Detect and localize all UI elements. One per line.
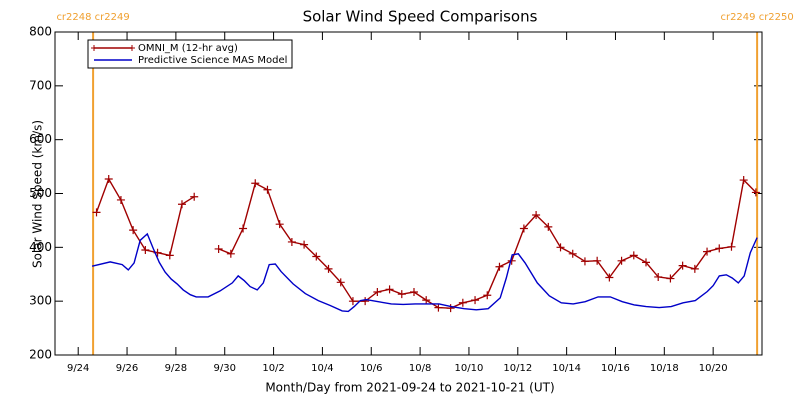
x-tick-label: 10/12 xyxy=(503,363,532,374)
point-marker xyxy=(348,297,357,306)
plot-frame xyxy=(54,31,763,356)
point-marker xyxy=(666,274,675,283)
series-line xyxy=(95,177,757,309)
point-marker xyxy=(361,297,370,306)
legend-marker xyxy=(91,45,97,51)
point-marker xyxy=(568,249,577,258)
y-tick-label: 800 xyxy=(29,25,52,39)
boundary-label: cr2249 cr2250 xyxy=(720,12,793,23)
legend-label: Predictive Science MAS Model xyxy=(138,55,287,66)
x-tick-label: 10/6 xyxy=(360,363,382,374)
y-tick-label: 500 xyxy=(29,186,52,200)
point-marker xyxy=(641,258,650,267)
point-marker xyxy=(177,200,186,209)
y-tick-label: 600 xyxy=(29,132,52,146)
point-marker xyxy=(654,272,663,281)
legend-marker xyxy=(129,45,135,51)
point-marker xyxy=(129,226,138,235)
point-marker xyxy=(165,251,174,260)
point-marker xyxy=(715,244,724,253)
point-marker xyxy=(483,291,492,300)
chart-title: Solar Wind Speed Comparisons xyxy=(303,8,538,26)
point-marker xyxy=(422,296,431,305)
x-tick-label: 10/8 xyxy=(409,363,431,374)
point-marker xyxy=(727,242,736,251)
y-axis-label: Solar Wind Speed (km/s) xyxy=(31,120,45,268)
point-marker xyxy=(190,192,199,201)
point-marker xyxy=(617,256,626,265)
x-tick-label: 9/30 xyxy=(213,363,235,374)
point-marker xyxy=(703,247,712,256)
y-tick-label: 400 xyxy=(29,240,52,254)
point-marker xyxy=(214,244,223,253)
series-line xyxy=(91,232,758,313)
point-marker xyxy=(471,296,480,305)
point-marker xyxy=(226,249,235,258)
point-marker xyxy=(751,188,760,197)
x-axis-label: Month/Day from 2021-09-24 to 2021-10-21 … xyxy=(265,381,554,395)
x-tick-label: 10/14 xyxy=(552,363,581,374)
point-marker xyxy=(251,179,260,188)
point-marker xyxy=(495,262,504,271)
point-marker xyxy=(519,224,528,233)
x-tick-label: 10/16 xyxy=(601,363,630,374)
point-marker xyxy=(532,211,541,220)
point-marker xyxy=(263,185,272,194)
point-marker xyxy=(300,240,309,249)
point-marker xyxy=(104,174,113,183)
point-marker xyxy=(434,303,443,312)
point-marker xyxy=(690,264,699,273)
point-marker xyxy=(116,195,125,204)
point-marker xyxy=(336,278,345,287)
point-marker xyxy=(397,290,406,299)
x-tick-label: 10/4 xyxy=(311,363,333,374)
point-marker xyxy=(275,220,284,229)
point-marker xyxy=(446,304,455,313)
x-tick-label: 10/10 xyxy=(455,363,484,374)
x-tick-label: 9/26 xyxy=(116,363,138,374)
point-marker xyxy=(409,288,418,297)
point-marker xyxy=(92,208,101,217)
point-marker xyxy=(739,176,748,185)
x-tick-label: 10/18 xyxy=(650,363,679,374)
legend-box xyxy=(87,39,293,69)
point-marker xyxy=(580,257,589,266)
point-marker xyxy=(678,261,687,270)
boundary-label: cr2248 cr2249 xyxy=(56,12,129,23)
x-tick-label: 9/24 xyxy=(67,363,89,374)
y-tick-label: 700 xyxy=(29,78,52,92)
point-marker xyxy=(385,285,394,294)
y-tick-label: 300 xyxy=(29,294,52,308)
x-tick-label: 9/28 xyxy=(165,363,187,374)
point-marker xyxy=(458,298,467,307)
point-marker xyxy=(324,264,333,273)
x-tick-label: 10/2 xyxy=(262,363,284,374)
point-marker xyxy=(239,224,248,233)
point-marker xyxy=(141,246,150,255)
point-marker xyxy=(629,251,638,260)
point-marker xyxy=(593,256,602,265)
point-marker xyxy=(287,237,296,246)
point-marker xyxy=(605,273,614,282)
point-marker xyxy=(556,243,565,252)
y-tick-label: 200 xyxy=(29,348,52,362)
point-marker xyxy=(312,252,321,261)
point-marker xyxy=(544,222,553,231)
point-marker xyxy=(373,288,382,297)
legend-label: OMNI_M (12-hr avg) xyxy=(138,43,238,54)
x-tick-label: 10/20 xyxy=(699,363,728,374)
